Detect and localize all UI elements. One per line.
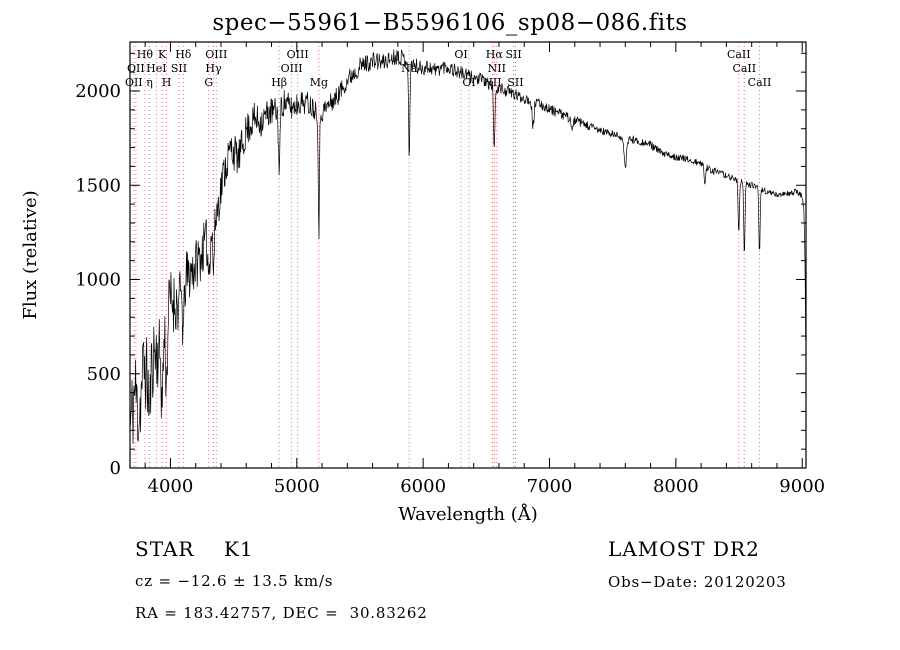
svg-text:Mg: Mg [310, 76, 328, 89]
svg-text:G: G [204, 76, 213, 89]
svg-text:SII: SII [171, 62, 187, 75]
svg-text:OI: OI [462, 76, 475, 89]
svg-text:OI: OI [454, 48, 467, 61]
svg-text:HeI: HeI [146, 62, 166, 75]
svg-text:Hθ: Hθ [137, 48, 154, 61]
svg-text:OIII: OIII [287, 48, 309, 61]
svg-text:1000: 1000 [75, 270, 121, 291]
svg-text:6000: 6000 [400, 476, 446, 497]
plot-axes [129, 41, 807, 469]
spectrum-plot: 4000 5000 6000 7000 8000 9000 0 500 1000 1500 2000… [20, 41, 826, 525]
svg-text:H: H [162, 76, 172, 89]
x-tick-labels: 4000 5000 6000 7000 8000 9000 [148, 476, 826, 497]
obs-date-text: Obs−Date: 20120203 [608, 573, 787, 591]
svg-text:OII: OII [125, 76, 143, 89]
y-axis-label: Flux (relative) [20, 190, 41, 319]
svg-text:Hγ: Hγ [205, 62, 222, 75]
svg-text:K: K [158, 48, 167, 61]
svg-text:OII: OII [127, 62, 145, 75]
svg-text:CaII: CaII [727, 48, 751, 61]
svg-text:Hδ: Hδ [175, 48, 192, 61]
classification-text: STAR K1 [135, 537, 254, 561]
svg-text:4000: 4000 [148, 476, 194, 497]
plot-title: spec−55961−B5596106_sp08−086.fits [212, 10, 688, 36]
svg-text:CaII: CaII [732, 62, 756, 75]
svg-text:Hβ: Hβ [271, 76, 287, 89]
svg-text:OIII: OIII [205, 48, 227, 61]
svg-text:NII: NII [483, 76, 501, 89]
svg-text:CaII: CaII [748, 76, 772, 89]
spectral-line-marker-lines [133, 42, 760, 468]
svg-text:1500: 1500 [75, 175, 121, 196]
svg-text:5000: 5000 [274, 476, 320, 497]
svg-text:8000: 8000 [653, 476, 699, 497]
svg-text:SII: SII [505, 48, 521, 61]
svg-text:Hα: Hα [486, 48, 504, 61]
radial-velocity-text: cz = −12.6 ± 13.5 km/s [135, 572, 334, 590]
svg-text:η: η [146, 76, 153, 89]
svg-text:500: 500 [87, 364, 121, 385]
svg-text:7000: 7000 [527, 476, 573, 497]
svg-text:NII: NII [488, 62, 506, 75]
y-tick-labels: 0 500 1000 1500 2000 [75, 81, 121, 479]
svg-text:Na: Na [401, 62, 418, 75]
svg-text:SII: SII [507, 76, 523, 89]
axis-ticks [130, 42, 806, 469]
survey-text: LAMOST DR2 [608, 537, 760, 561]
coordinates-text: RA = 183.42757, DEC = 30.83262 [135, 604, 428, 622]
svg-text:0: 0 [110, 458, 121, 479]
svg-text:OIII: OIII [281, 62, 303, 75]
svg-text:2000: 2000 [75, 81, 121, 102]
spectral-line-marker-labels: OIIOIIHθηHeIKHSIIHδGHγOIIIHβOIIIOIIIMgNa… [125, 48, 771, 89]
svg-text:9000: 9000 [779, 476, 825, 497]
spectrum-trace [129, 49, 807, 444]
x-axis-label: Wavelength (Å) [398, 503, 538, 525]
